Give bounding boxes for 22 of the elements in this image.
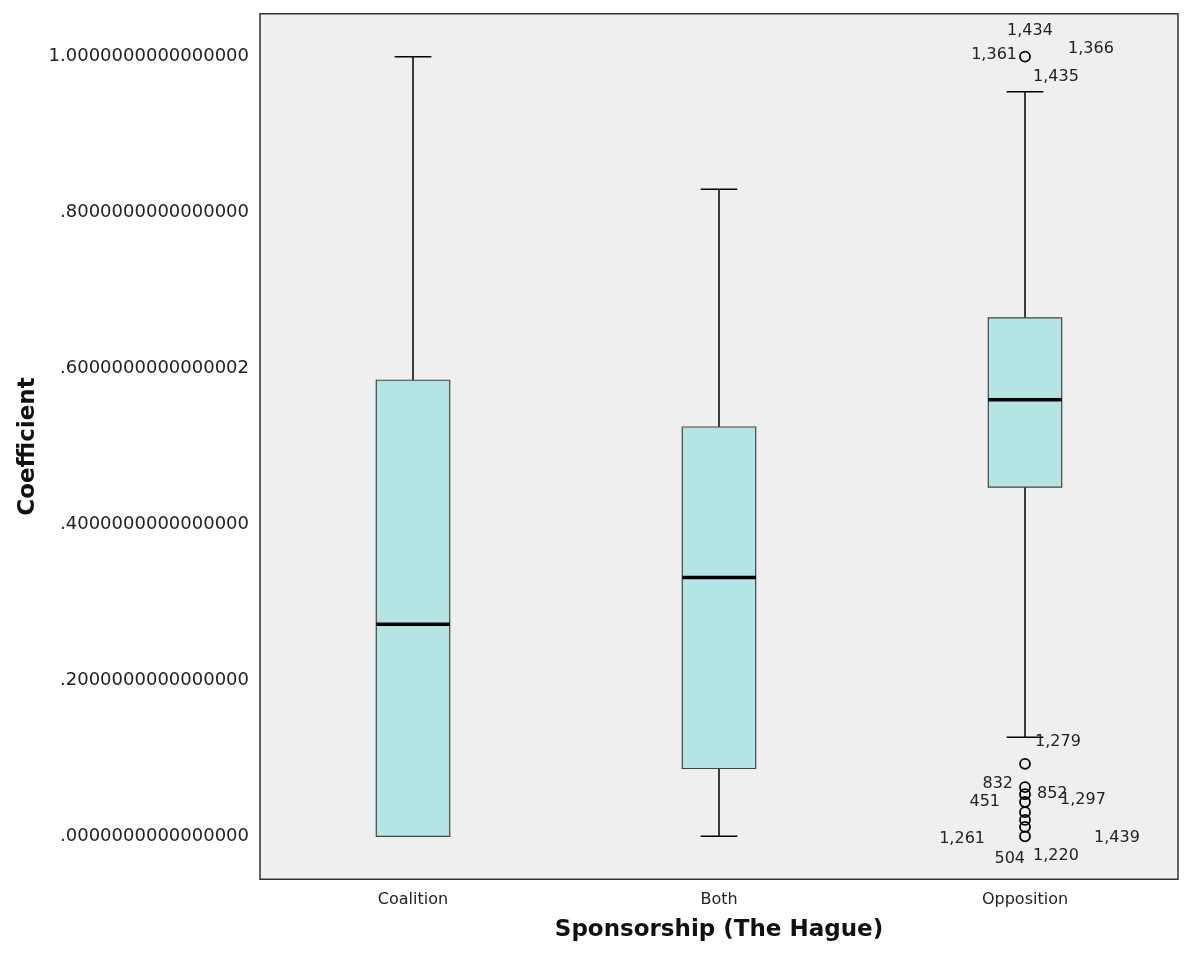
x-tick-label: Opposition bbox=[981, 888, 1069, 908]
annotation: 451 bbox=[969, 791, 1000, 811]
annotation: 832 bbox=[982, 773, 1013, 793]
annotation: 1,261 bbox=[939, 828, 985, 848]
y-tick-label: .6000000000000002 bbox=[60, 356, 250, 378]
x-tick-label: Both bbox=[700, 888, 738, 908]
y-tick-label: .0000000000000000 bbox=[60, 823, 250, 845]
annotation: 1,279 bbox=[1035, 730, 1081, 750]
x-axis-title: Sponsorship (The Hague) bbox=[554, 915, 884, 942]
annotation: 1,439 bbox=[1094, 827, 1140, 847]
annotation: 1,361 bbox=[971, 43, 1017, 63]
y-tick-label: .2000000000000000 bbox=[60, 668, 250, 690]
y-axis-title: Coefficient bbox=[12, 377, 39, 516]
annotation: 1,366 bbox=[1068, 37, 1114, 57]
annotation: 1,220 bbox=[1033, 845, 1079, 865]
annotation: 1,435 bbox=[1033, 65, 1079, 85]
x-tick-label: Coalition bbox=[377, 888, 449, 908]
annotation: 504 bbox=[994, 848, 1025, 868]
y-tick-label: 1.0000000000000000 bbox=[48, 44, 250, 66]
y-tick-label: .8000000000000000 bbox=[60, 200, 250, 222]
annotation: 1,434 bbox=[1007, 19, 1053, 39]
y-tick-label: .4000000000000000 bbox=[60, 512, 250, 534]
